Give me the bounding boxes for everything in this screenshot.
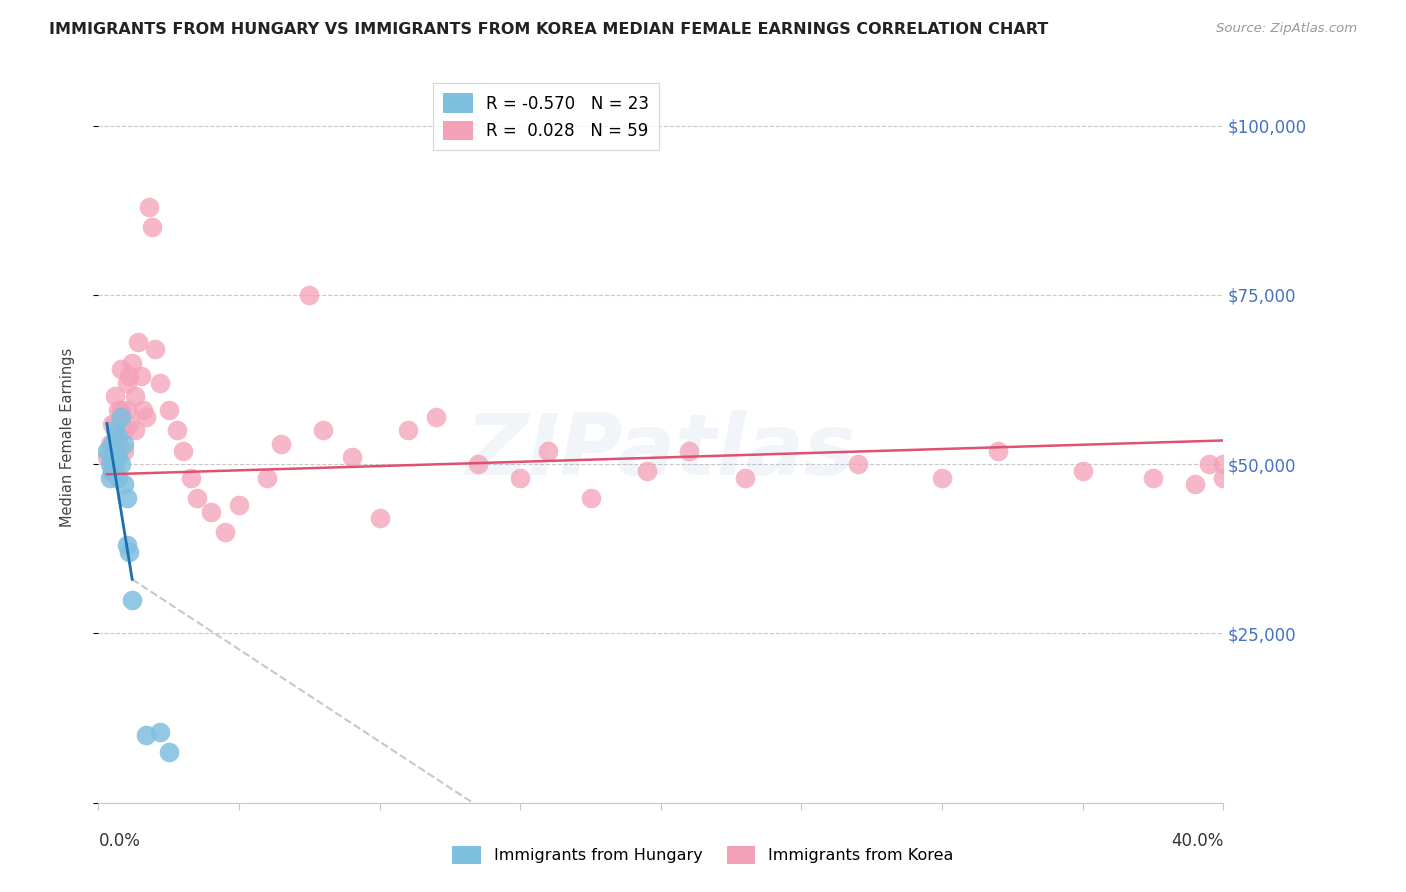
Point xyxy=(115,376,138,390)
Point xyxy=(112,423,135,437)
Point xyxy=(166,423,188,437)
Point xyxy=(129,369,152,384)
Point xyxy=(115,403,138,417)
Point xyxy=(107,403,129,417)
Point xyxy=(214,524,236,539)
Point xyxy=(509,471,531,485)
Point xyxy=(118,369,141,384)
Point xyxy=(115,491,138,505)
Point xyxy=(1212,471,1234,485)
Point xyxy=(312,423,335,437)
Point xyxy=(157,403,180,417)
Legend: Immigrants from Hungary, Immigrants from Korea: Immigrants from Hungary, Immigrants from… xyxy=(446,839,960,871)
Point xyxy=(110,403,132,417)
Point xyxy=(368,511,391,525)
Point xyxy=(931,471,953,485)
Text: IMMIGRANTS FROM HUNGARY VS IMMIGRANTS FROM KOREA MEDIAN FEMALE EARNINGS CORRELAT: IMMIGRANTS FROM HUNGARY VS IMMIGRANTS FR… xyxy=(49,22,1049,37)
Point xyxy=(138,200,160,214)
Point xyxy=(104,423,127,437)
Point xyxy=(425,409,447,424)
Point xyxy=(107,471,129,485)
Point xyxy=(256,471,278,485)
Point xyxy=(1184,477,1206,491)
Point xyxy=(127,335,149,350)
Point xyxy=(101,437,124,451)
Point xyxy=(340,450,363,465)
Point xyxy=(579,491,602,505)
Text: 0.0%: 0.0% xyxy=(98,832,141,850)
Point xyxy=(112,477,135,491)
Point xyxy=(107,430,129,444)
Point xyxy=(298,288,321,302)
Point xyxy=(270,437,292,451)
Point xyxy=(110,362,132,376)
Y-axis label: Median Female Earnings: Median Female Earnings xyxy=(60,348,75,526)
Point xyxy=(1198,457,1220,471)
Point xyxy=(112,437,135,451)
Point xyxy=(1212,457,1234,471)
Point xyxy=(118,417,141,431)
Legend: R = -0.570   N = 23, R =  0.028   N = 59: R = -0.570 N = 23, R = 0.028 N = 59 xyxy=(433,83,659,150)
Point xyxy=(101,417,124,431)
Point xyxy=(172,443,194,458)
Point xyxy=(98,471,121,485)
Text: 40.0%: 40.0% xyxy=(1171,832,1223,850)
Point xyxy=(396,423,419,437)
Point xyxy=(96,443,118,458)
Text: ZIPatlas: ZIPatlas xyxy=(465,410,856,493)
Point xyxy=(104,457,127,471)
Point xyxy=(110,409,132,424)
Point xyxy=(987,443,1010,458)
Point xyxy=(143,342,166,356)
Point xyxy=(180,471,202,485)
Point xyxy=(110,457,132,471)
Point xyxy=(135,728,157,742)
Point xyxy=(104,443,127,458)
Point xyxy=(186,491,208,505)
Point xyxy=(124,389,146,403)
Point xyxy=(121,592,143,607)
Point xyxy=(1142,471,1164,485)
Point xyxy=(101,464,124,478)
Point xyxy=(124,423,146,437)
Point xyxy=(141,220,163,235)
Point xyxy=(467,457,489,471)
Point xyxy=(112,443,135,458)
Point xyxy=(115,538,138,552)
Point xyxy=(846,457,869,471)
Point xyxy=(734,471,756,485)
Point xyxy=(135,409,157,424)
Point xyxy=(101,464,124,478)
Point xyxy=(228,498,250,512)
Point xyxy=(118,545,141,559)
Point xyxy=(200,505,222,519)
Point xyxy=(678,443,700,458)
Point xyxy=(636,464,658,478)
Point xyxy=(98,457,121,471)
Point xyxy=(121,355,143,369)
Point xyxy=(101,450,124,465)
Point xyxy=(104,389,127,403)
Point xyxy=(149,724,172,739)
Point xyxy=(107,450,129,465)
Point xyxy=(157,745,180,759)
Point xyxy=(107,430,129,444)
Point xyxy=(1071,464,1094,478)
Point xyxy=(96,450,118,465)
Point xyxy=(149,376,172,390)
Point xyxy=(132,403,155,417)
Point xyxy=(104,417,127,431)
Point xyxy=(98,437,121,451)
Text: Source: ZipAtlas.com: Source: ZipAtlas.com xyxy=(1216,22,1357,36)
Point xyxy=(537,443,560,458)
